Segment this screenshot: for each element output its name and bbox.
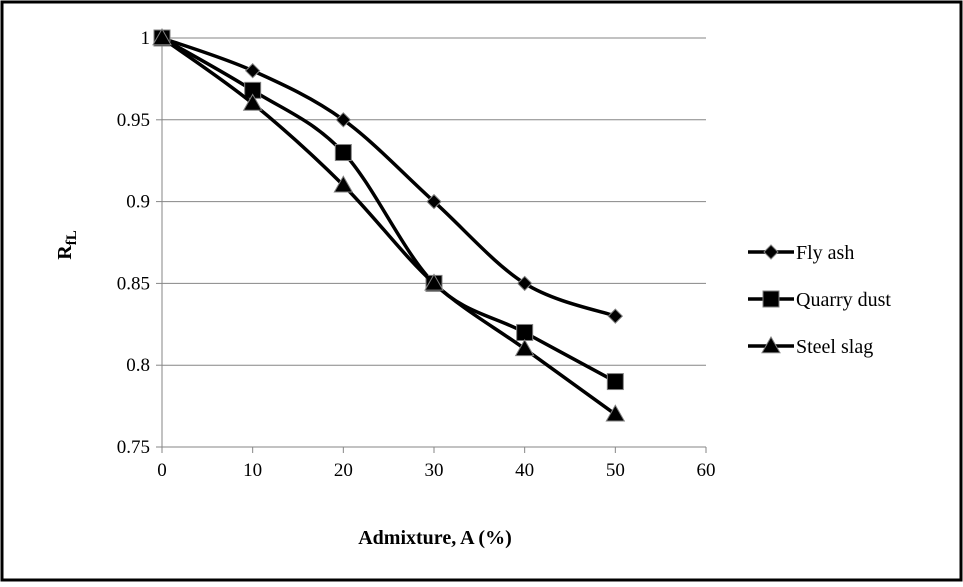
y-tick-label: 1 [141, 28, 151, 49]
legend-label-fly-ash: Fly ash [796, 242, 854, 264]
data-point-fly-ash [516, 275, 533, 292]
y-tick-label: 0.75 [117, 437, 150, 458]
y-axis-title-main: R [54, 245, 76, 260]
legend: Fly ash Quarry dust Steel slag [748, 242, 891, 358]
data-point-quarry-dust [606, 373, 624, 391]
legend-item-steel-slag: Steel slag [748, 335, 873, 358]
x-axis-title: Admixture, A (%) [358, 527, 512, 549]
y-tick-label: 0.8 [126, 355, 150, 376]
data-point-steel-slag [424, 273, 444, 291]
data-point-steel-slag [152, 27, 172, 46]
series-steel-slag [152, 27, 626, 422]
x-tick-label: 0 [157, 460, 167, 481]
data-point-fly-ash [426, 193, 442, 210]
data-point-fly-ash [607, 308, 624, 324]
x-tick-label: 30 [425, 460, 444, 481]
data-point-fly-ash [335, 112, 352, 128]
x-tick-label: 50 [606, 460, 625, 481]
legend-label-steel-slag: Steel slag [796, 336, 873, 358]
x-tick-label: 40 [515, 460, 534, 481]
x-tick-label: 60 [697, 460, 716, 481]
data-point-steel-slag [333, 175, 354, 193]
legend-item-quarry-dust: Quarry dust [748, 289, 891, 311]
y-axis-title-sub: fL [64, 230, 80, 245]
series-quarry-dust [153, 29, 624, 391]
y-tick-label: 0.85 [117, 273, 150, 294]
data-point-steel-slag [605, 404, 626, 422]
data-point-quarry-dust [334, 144, 352, 162]
data-point-steel-slag [514, 338, 535, 357]
data-point-fly-ash [244, 63, 261, 79]
y-axis-title: RfL [54, 230, 80, 259]
y-tick-label: 0.95 [117, 110, 150, 131]
x-tick-label: 20 [334, 460, 353, 481]
legend-marker-quarry-dust [762, 290, 780, 308]
data-point-steel-slag [242, 93, 263, 111]
legend-marker-steel-slag [761, 335, 781, 354]
series-layer [152, 27, 626, 422]
x-tick-label: 10 [243, 460, 262, 481]
data-point-quarry-dust [516, 323, 534, 341]
legend-marker-fly-ash [763, 244, 779, 260]
legend-item-fly-ash: Fly ash [748, 242, 854, 264]
legend-label-quarry-dust: Quarry dust [796, 289, 891, 311]
y-tick-label: 0.9 [126, 192, 150, 213]
